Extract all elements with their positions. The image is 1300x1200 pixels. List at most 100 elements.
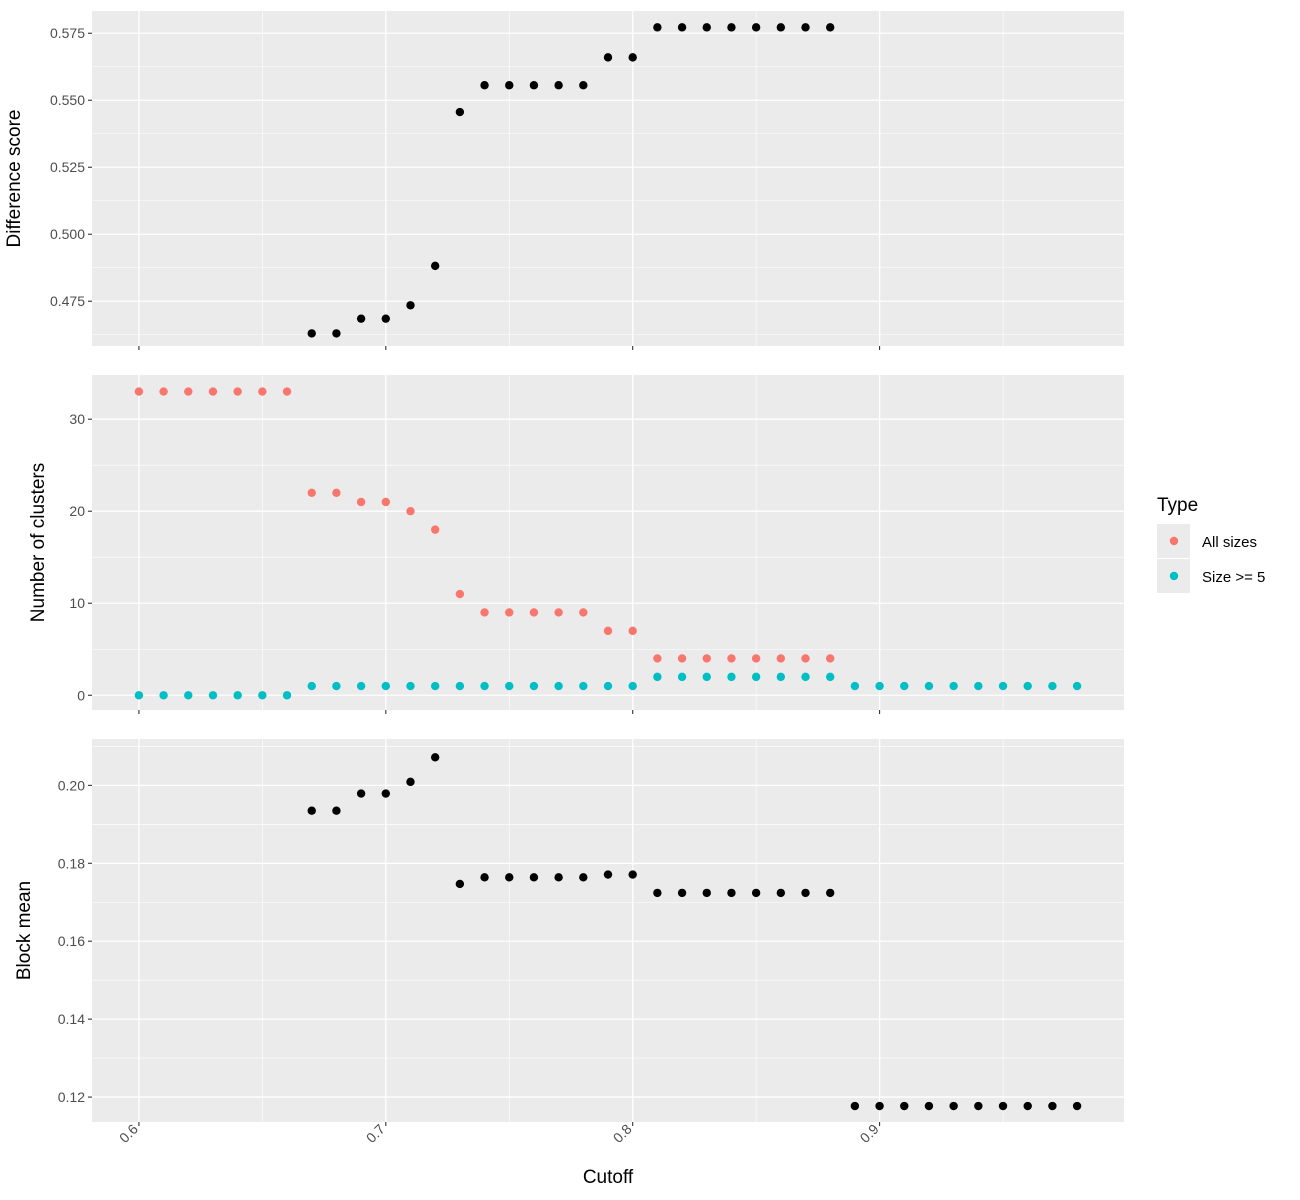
data-point — [776, 654, 786, 663]
data-point — [751, 654, 761, 663]
data-point — [949, 681, 958, 691]
y-tick-label: 30 — [69, 411, 85, 427]
data-point — [900, 681, 909, 691]
data-point — [628, 626, 637, 636]
data-point — [1048, 1101, 1057, 1111]
data-point — [258, 691, 267, 700]
legend-key-size-ge-5 — [1169, 571, 1179, 581]
data-point — [332, 806, 341, 815]
data-point — [184, 387, 193, 396]
x-tick-label: 0.7 — [363, 1121, 388, 1146]
data-point — [998, 1101, 1008, 1111]
data-point — [505, 608, 514, 617]
data-point — [356, 497, 366, 507]
data-point — [480, 608, 489, 617]
data-point — [554, 608, 563, 617]
data-point — [1023, 1101, 1032, 1111]
data-point — [455, 107, 465, 117]
data-point — [356, 681, 366, 691]
data-point — [134, 691, 144, 700]
data-point — [381, 789, 390, 798]
data-point — [356, 789, 366, 798]
data-point — [307, 488, 316, 498]
data-point — [603, 681, 613, 691]
data-point — [702, 888, 711, 898]
legend-label-size-ge-5: Size >= 5 — [1202, 569, 1265, 586]
y-tick-label: 0.12 — [58, 1089, 85, 1105]
panel-block-mean: 0.12 0.14 0.16 0.18 0.20 Block mean — [14, 739, 1124, 1126]
legend-title: Type — [1157, 495, 1198, 516]
data-point — [505, 873, 514, 882]
data-point — [801, 23, 810, 32]
data-point — [307, 329, 316, 338]
data-point — [406, 301, 415, 310]
data-point — [282, 387, 292, 396]
data-point — [900, 1101, 909, 1111]
data-point — [727, 654, 736, 663]
data-point — [282, 691, 292, 700]
panel-difference-score: 0.475 0.500 0.525 0.550 0.575 Difference scor… — [4, 11, 1124, 350]
x-axis-title: Cutoff — [583, 1167, 634, 1188]
panel-background — [92, 739, 1124, 1122]
data-point — [801, 654, 810, 663]
data-point — [332, 488, 341, 498]
data-point — [529, 81, 539, 90]
data-point — [1023, 681, 1032, 691]
data-point — [381, 314, 390, 323]
data-point — [480, 81, 489, 90]
data-point — [653, 672, 662, 682]
data-point — [208, 387, 218, 396]
data-point — [307, 806, 316, 815]
y-tick-label: 0.20 — [58, 777, 85, 793]
x-tick-label: 0.6 — [116, 1121, 141, 1146]
data-point — [1048, 681, 1057, 691]
data-point — [850, 681, 860, 691]
panel-number-of-clusters: 0 10 20 30 Number of clusters — [28, 375, 1124, 714]
data-point — [430, 261, 440, 271]
y-tick-label: 0 — [77, 687, 85, 703]
data-point — [702, 23, 711, 32]
data-point — [702, 654, 711, 663]
data-point — [653, 654, 662, 663]
data-point — [751, 672, 761, 682]
data-point — [430, 681, 440, 691]
data-point — [974, 681, 983, 691]
data-point — [653, 23, 662, 32]
data-point — [455, 681, 465, 691]
data-point — [1072, 681, 1082, 691]
y-tick-label: 0.16 — [58, 933, 85, 949]
data-point — [826, 654, 835, 663]
data-point — [184, 691, 193, 700]
data-point — [159, 387, 168, 396]
data-point — [603, 53, 613, 62]
panel-background — [92, 375, 1124, 710]
data-point — [233, 691, 242, 700]
x-tick-label: 0.9 — [857, 1121, 882, 1146]
y-axis-title: Block mean — [14, 881, 35, 980]
data-point — [480, 873, 489, 882]
data-point — [505, 681, 514, 691]
data-point — [480, 681, 489, 691]
y-tick-label: 10 — [69, 595, 85, 611]
data-point — [875, 681, 884, 691]
y-axis-title: Difference score — [4, 110, 25, 248]
data-point — [875, 1101, 884, 1111]
y-tick-label: 0.550 — [50, 92, 85, 108]
data-point — [332, 329, 341, 338]
y-tick-label: 0.525 — [50, 159, 85, 175]
data-point — [603, 626, 613, 636]
data-point — [554, 81, 563, 90]
data-point — [776, 672, 786, 682]
data-point — [677, 654, 687, 663]
data-point — [677, 23, 687, 32]
data-point — [850, 1101, 860, 1111]
data-point — [924, 681, 934, 691]
data-point — [727, 672, 736, 682]
legend: Type All sizes Size >= 5 — [1157, 495, 1265, 593]
data-point — [677, 672, 687, 682]
data-point — [949, 1101, 958, 1111]
legend-key-all-sizes — [1169, 536, 1179, 546]
y-tick-label: 0.575 — [50, 25, 85, 41]
data-point — [529, 608, 539, 617]
